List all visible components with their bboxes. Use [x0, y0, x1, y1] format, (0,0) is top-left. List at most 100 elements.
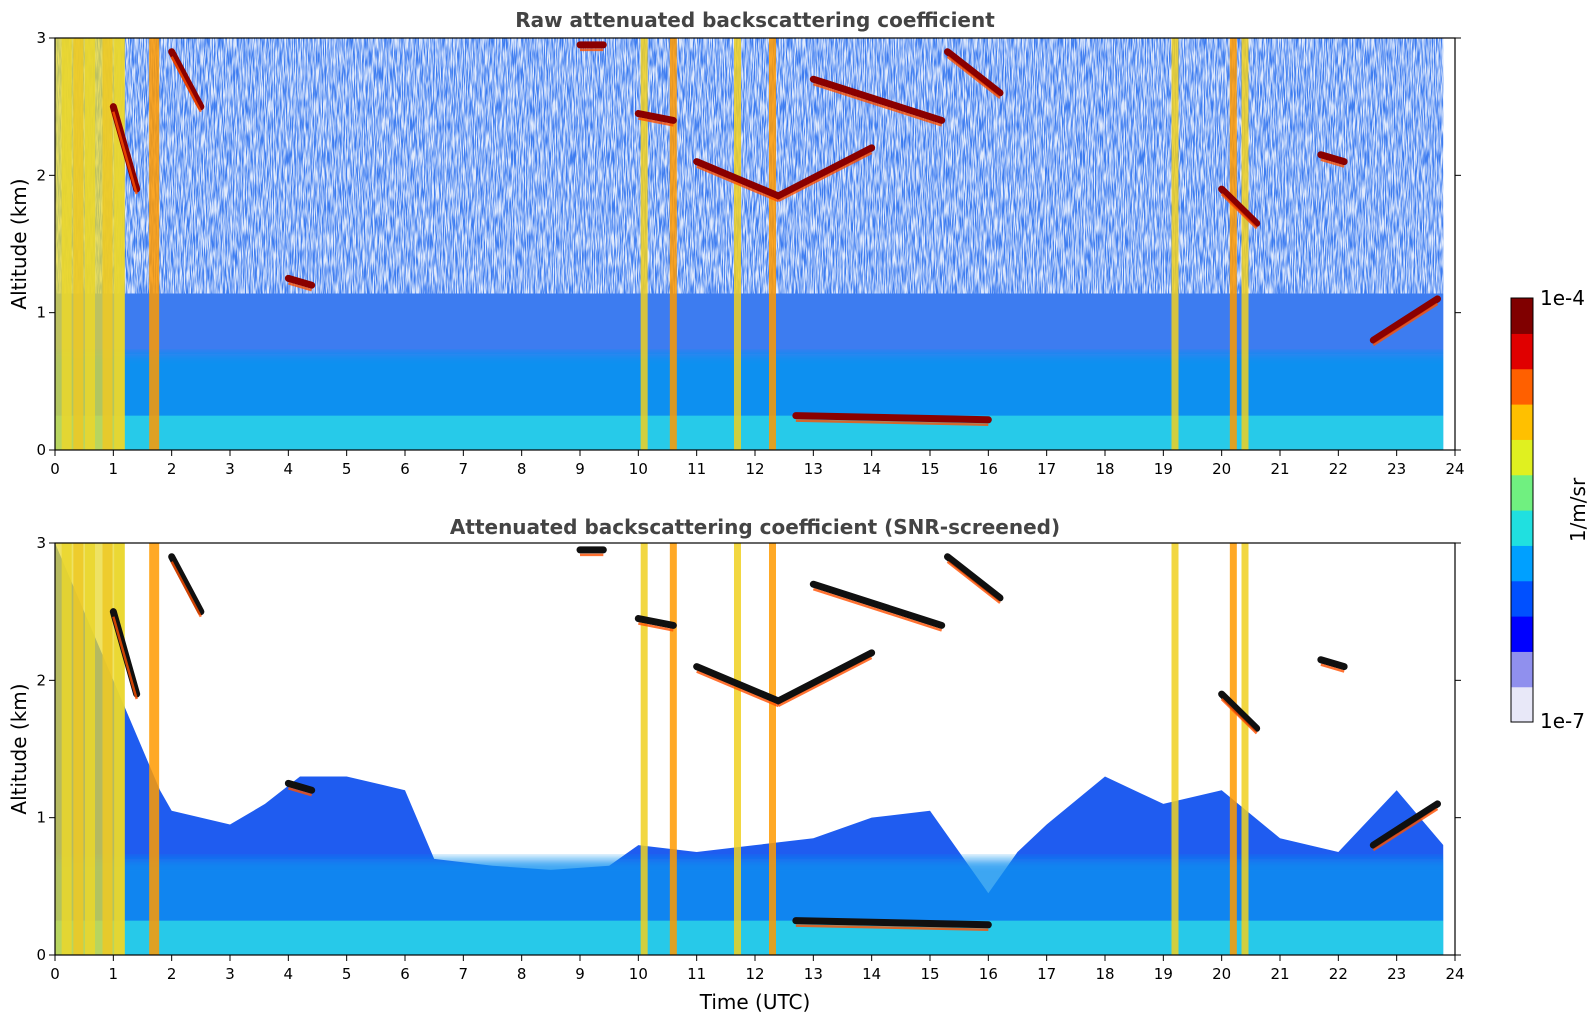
strong-return-band — [669, 38, 677, 450]
no-data-region — [1443, 543, 1455, 955]
strong-return-band — [769, 38, 776, 450]
colorbar-gradient — [1511, 298, 1533, 723]
top-y-axis-label: Altitude (km) — [7, 178, 31, 309]
x-tick-label: 0 — [50, 460, 60, 478]
surface-layer — [55, 920, 1444, 955]
strong-return-band — [734, 543, 741, 955]
cloud-edge — [1220, 193, 1258, 230]
x-tick-label: 22 — [1329, 460, 1348, 478]
screened-backscatter-panel: Attenuated backscattering coefficient (S… — [7, 515, 1465, 1014]
colorbar-max-label: 1e-4 — [1540, 286, 1585, 310]
strong-return-band — [1229, 38, 1237, 450]
cloud-layer — [1317, 656, 1348, 671]
x-tick-label: 16 — [979, 965, 998, 983]
strong-return-band — [734, 38, 741, 450]
colorbar: 1e-4 1e-7 1/m/sr — [1510, 286, 1590, 733]
x-tick-label: 17 — [1037, 460, 1056, 478]
x-tick-label: 1 — [109, 460, 119, 478]
x-tick-label: 21 — [1270, 460, 1289, 478]
x-tick-label: 4 — [284, 460, 294, 478]
x-tick-label: 8 — [517, 460, 527, 478]
x-tick-label: 18 — [1095, 965, 1114, 983]
cloud-layer — [168, 553, 205, 616]
colorbar-min-label: 1e-7 — [1540, 709, 1585, 733]
y-tick-label: 2 — [36, 166, 46, 184]
x-tick-label: 20 — [1212, 965, 1231, 983]
strong-return-band — [149, 543, 160, 955]
strong-return-band — [669, 543, 677, 955]
colorbar-segment — [1511, 298, 1533, 334]
x-tick-label: 13 — [804, 460, 823, 478]
x-tick-label: 14 — [862, 965, 881, 983]
cloud-edge — [946, 55, 1001, 99]
colorbar-segment — [1511, 404, 1533, 440]
strong-return-band — [769, 543, 776, 955]
x-tick-label: 15 — [920, 460, 939, 478]
colorbar-segment — [1511, 474, 1533, 511]
fog-precip-region — [55, 38, 125, 450]
cloud-layer — [693, 158, 782, 200]
x-tick-label: 11 — [687, 460, 706, 478]
strong-return-band — [1241, 38, 1249, 450]
x-tick-label: 21 — [1270, 965, 1289, 983]
x-tick-label: 20 — [1212, 460, 1231, 478]
x-tick-label: 2 — [167, 460, 177, 478]
x-tick-label: 6 — [400, 460, 410, 478]
cloud-edge — [777, 151, 873, 203]
top-heatmap-area — [55, 38, 1455, 450]
cloud-layer — [792, 412, 992, 424]
x-tick-label: 7 — [459, 965, 469, 983]
y-tick-label: 2 — [36, 671, 46, 689]
x-tick-label: 18 — [1095, 460, 1114, 478]
noise-speckle — [55, 38, 1455, 294]
cloud-layer — [1218, 690, 1261, 732]
x-tick-label: 11 — [687, 965, 706, 983]
x-tick-label: 3 — [225, 965, 235, 983]
x-tick-label: 6 — [400, 965, 410, 983]
x-tick-label: 8 — [517, 965, 527, 983]
cloud-edge — [638, 622, 674, 632]
x-tick-label: 22 — [1329, 965, 1348, 983]
cloud-edge — [638, 117, 674, 127]
x-tick-label: 19 — [1154, 965, 1173, 983]
cloud-layer — [792, 917, 992, 929]
valid-signal-region — [55, 543, 1444, 955]
cloud-layer — [1218, 185, 1261, 227]
colorbar-unit-label: 1/m/sr — [1566, 477, 1590, 542]
cloud-layer — [168, 48, 205, 111]
colorbar-frame — [1510, 297, 1534, 723]
x-tick-label: 12 — [745, 965, 764, 983]
x-tick-label: 0 — [50, 965, 60, 983]
cloud-edge — [287, 282, 313, 292]
strong-return-band — [1171, 543, 1179, 955]
colorbar-segment — [1511, 651, 1533, 688]
x-tick-label: 9 — [575, 965, 585, 983]
x-tick-label: 3 — [225, 460, 235, 478]
cloud-layer — [634, 110, 677, 124]
strong-return-band — [1171, 38, 1179, 450]
bottom-heatmap-area — [55, 543, 1455, 955]
cloud-edge — [170, 561, 202, 618]
cloud-layer — [944, 48, 1004, 97]
top-y-axis: 0 1 2 3 — [36, 29, 1461, 459]
colorbar-segment — [1511, 545, 1533, 582]
x-tick-label: 9 — [575, 460, 585, 478]
x-tick-label: 5 — [342, 460, 352, 478]
bottom-x-axis: 0 1 2 3 4 5 6 7 8 9 10 11 12 13 14 15 16 17 18 19 20 21 22 23 24 — [50, 955, 1465, 983]
cloud-layer — [634, 615, 677, 629]
x-tick-label: 7 — [459, 460, 469, 478]
top-panel-title: Raw attenuated backscattering coefficien… — [515, 8, 995, 32]
cloud-layer — [284, 779, 316, 794]
x-tick-label: 24 — [1445, 965, 1464, 983]
x-tick-label: 4 — [284, 965, 294, 983]
cloud-edge — [1320, 158, 1345, 168]
surface-layer — [55, 415, 1444, 450]
cloud-layer — [774, 649, 876, 705]
y-tick-label: 0 — [36, 441, 46, 459]
bottom-y-axis-label: Altitude (km) — [7, 683, 31, 814]
fog-precip-region — [55, 543, 125, 955]
cloud-layer — [774, 144, 876, 200]
x-tick-label: 23 — [1387, 460, 1406, 478]
cloud-layer — [1369, 800, 1441, 849]
strong-return-band — [640, 543, 648, 955]
